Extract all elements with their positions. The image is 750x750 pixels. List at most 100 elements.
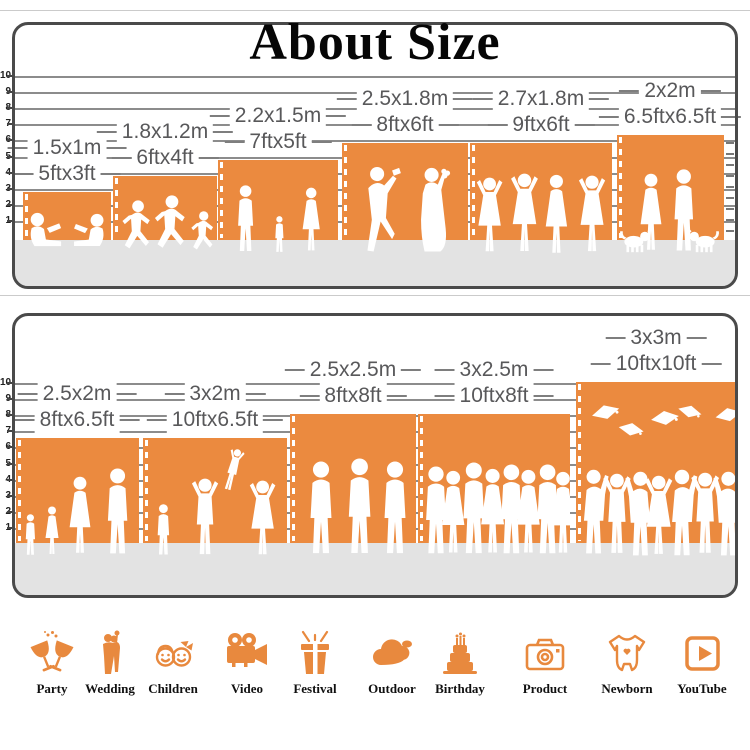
youtube-icon (685, 636, 720, 671)
scale-tick-mark (7, 220, 14, 222)
silhouette-family-walking (238, 185, 320, 252)
category-label: Newborn (601, 681, 653, 696)
size-metric: 3x3m (625, 325, 687, 351)
scale-tick-mark (7, 123, 14, 125)
size-metric: 1.5x1m (27, 135, 107, 161)
category-label: Children (148, 681, 198, 696)
scale-tick-mark (7, 463, 14, 465)
silhouette-running-kids (122, 195, 214, 250)
size-metric: 3x2.5m (454, 357, 534, 383)
grid-line (15, 76, 735, 78)
scale-tick-mark (7, 430, 14, 432)
floor-strip (15, 240, 735, 286)
scale-tick-mark (7, 446, 14, 448)
size-metric: 3x2m (184, 381, 246, 407)
category-children: Children (131, 630, 215, 697)
scale-tick-mark (7, 75, 14, 77)
silhouette-wedding-couple (367, 167, 451, 252)
right-ruler-dashes (726, 142, 734, 240)
silhouette-family-lifting-child (157, 447, 276, 555)
scale-tick: 10 (0, 70, 12, 81)
size-label: 3x2m 10ftx6.5ft (146, 381, 284, 433)
size-imperial: 10ftx10ft (610, 351, 702, 377)
children-icon (155, 641, 193, 667)
page-title: About Size (249, 14, 501, 71)
size-imperial: 8ftx8ft (319, 383, 387, 409)
category-label: Product (522, 681, 568, 696)
size-imperial: 10ftx6.5ft (166, 407, 264, 433)
newborn-icon (608, 634, 646, 672)
backdrop-10x6.5ft (143, 438, 287, 555)
size-imperial: 8ftx6.5ft (34, 407, 120, 433)
backdrop-8x6ft (342, 143, 468, 252)
size-imperial: 6ftx4ft (131, 145, 199, 171)
category-wedding: Wedding (68, 630, 152, 697)
size-imperial: 6.5ftx6.5ft (618, 104, 722, 130)
size-label: 3x3m 10ftx10ft (590, 325, 722, 377)
birthday-icon (443, 632, 477, 674)
category-youtube: YouTube (660, 630, 744, 697)
scale-tick-mark (7, 91, 14, 93)
scale-tick-mark (7, 527, 14, 529)
category-label: Festival (293, 681, 337, 696)
backdrop-7x5ft (218, 160, 338, 252)
size-label: 2.5x1.8m 8ftx6ft (336, 86, 474, 138)
size-label: 2.5x2.5m 8ftx8ft (284, 357, 422, 409)
size-label: 2.7x1.8m 9ftx6ft (472, 86, 610, 138)
backdrop-10x10ft (576, 382, 735, 556)
silhouette-business-people (310, 458, 406, 554)
scale-tick-mark (7, 382, 14, 384)
size-imperial: 10ftx8ft (454, 383, 534, 409)
category-label: Video (230, 681, 264, 696)
category-label: Wedding (85, 681, 135, 696)
size-metric: 2.7x1.8m (492, 86, 590, 112)
festival-icon (301, 630, 329, 674)
silhouette-children-reading (30, 212, 104, 247)
scale-tick-mark (7, 511, 14, 513)
scale-tick-mark (7, 204, 14, 206)
size-metric: 1.8x1.2m (116, 119, 214, 145)
size-label: 2.2x1.5m 7ftx5ft (209, 103, 347, 155)
size-label: 2x2m 6.5ftx6.5ft (598, 78, 742, 130)
backdrop-9x6ft (470, 143, 612, 253)
size-label: 1.8x1.2m 6ftx4ft (96, 119, 234, 171)
category-video: Video (205, 630, 289, 697)
grid-line (15, 140, 735, 142)
size-metric: 2.5x2.5m (304, 357, 402, 383)
scale-tick: 10 (0, 377, 12, 388)
size-label: 3x2.5m 10ftx8ft (434, 357, 554, 409)
top-divider-line (0, 10, 750, 11)
category-label: Party (36, 681, 68, 696)
outdoor-icon (373, 639, 412, 665)
silhouette-couple-with-dogs (619, 169, 720, 253)
scale-tick-mark (7, 479, 14, 481)
category-party: Party (10, 630, 94, 697)
silhouette-graduation-crowd (583, 401, 735, 556)
backdrop-8x6.5ft (16, 438, 139, 555)
size-metric: 2.5x2m (37, 381, 117, 407)
category-newborn: Newborn (585, 630, 669, 697)
category-product: Product (503, 630, 587, 697)
middle-divider-line (0, 295, 750, 296)
size-metric: 2.5x1.8m (356, 86, 454, 112)
size-imperial: 8ftx6ft (371, 112, 439, 138)
video-icon (227, 633, 267, 667)
backdrop-8x8ft (290, 414, 416, 554)
size-label: 2.5x2m 8ftx6.5ft (14, 381, 140, 433)
scale-tick-mark (7, 398, 14, 400)
scale-tick-mark (7, 414, 14, 416)
category-festival: Festival (273, 630, 357, 697)
wedding-icon (103, 630, 120, 674)
backdrop-5x3ft (23, 192, 111, 247)
size-imperial: 5ftx3ft (33, 161, 101, 187)
scale-tick-mark (7, 172, 14, 174)
category-label: Birthday (435, 681, 485, 696)
size-metric: 2x2m (639, 78, 701, 104)
size-imperial: 7ftx5ft (244, 129, 312, 155)
category-birthday: Birthday (418, 630, 502, 697)
category-label: YouTube (677, 681, 727, 696)
backdrop-6.5x6.5ft (617, 135, 724, 253)
scale-tick-mark (7, 156, 14, 158)
silhouette-family-of-four (25, 468, 128, 555)
